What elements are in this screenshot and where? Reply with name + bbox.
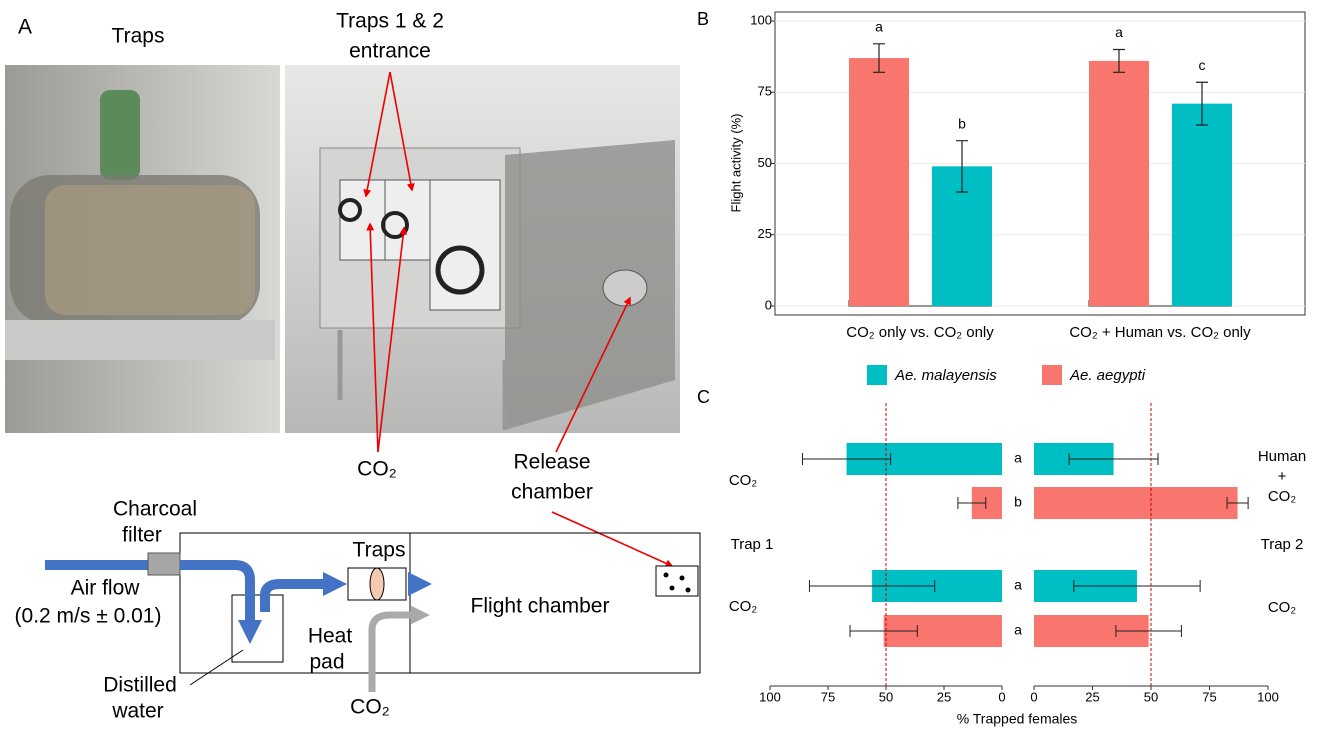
bar [1034, 487, 1238, 519]
error-bar [957, 497, 987, 509]
significance-letter: a [1115, 24, 1123, 40]
x-tick-label: 75 [821, 689, 835, 704]
legend-swatch [1042, 365, 1062, 385]
photo-label: Release [513, 451, 590, 474]
error-bar [1068, 453, 1159, 465]
x-axis-label: % Trapped females [957, 711, 1078, 727]
bar [1172, 103, 1232, 307]
panel-label: B [697, 9, 709, 29]
diagram-label: Heat [308, 625, 353, 648]
y-tick-label: 0 [765, 297, 772, 312]
diagram-label: Air flow [71, 577, 141, 600]
error-bar [808, 580, 936, 592]
significance-letter: a [875, 19, 883, 35]
legend-label: Ae. malayensis [894, 367, 997, 384]
photo-label: entrance [349, 40, 431, 63]
diagram-label: Flight chamber [471, 595, 610, 618]
trap-label: Trap 2 [1261, 536, 1304, 553]
error-bar [1073, 580, 1201, 592]
significance-letter: c [1199, 57, 1206, 73]
photo-label: chamber [511, 481, 593, 504]
error-bar [801, 453, 892, 465]
group-label: CO₂ [1268, 599, 1297, 616]
group-label: CO₂ [729, 598, 758, 615]
error-bar [1226, 497, 1249, 509]
group-label: + [1278, 468, 1287, 485]
legend-swatch [867, 365, 887, 385]
error-bar [1196, 81, 1208, 126]
photo-traps [5, 65, 280, 433]
x-tick-label: 50 [1144, 689, 1158, 704]
group-label: Human [1258, 448, 1306, 465]
x-tick-label: CO₂ only vs. CO₂ only [846, 324, 994, 341]
photo-label: Traps 1 & 2 [336, 10, 444, 33]
x-tick-label: CO₂ + Human vs. CO₂ only [1069, 324, 1251, 341]
y-axis-label: Flight activity (%) [728, 114, 743, 213]
error-bar [849, 625, 918, 637]
error-bar [956, 140, 968, 193]
y-tick-label: 75 [758, 84, 772, 99]
photo-chamber [285, 65, 680, 433]
panel-label: C [697, 387, 710, 407]
significance-letter: a [1014, 622, 1022, 638]
diagram-label: (0.2 m/s ± 0.01) [15, 605, 162, 628]
diagram-label: Charcoal [113, 498, 197, 521]
diagram-label: CO₂ [350, 696, 390, 719]
diagram-label: filter [122, 524, 162, 547]
trap-label: Trap 1 [731, 536, 774, 553]
x-tick-label: 25 [937, 689, 951, 704]
y-tick-label: 100 [750, 12, 772, 27]
bar [1089, 60, 1149, 307]
error-bar [1113, 48, 1125, 73]
x-tick-label: 25 [1085, 689, 1099, 704]
group-label: CO₂ [1268, 488, 1297, 505]
significance-letter: b [1014, 494, 1022, 510]
x-tick-label: 50 [879, 689, 893, 704]
y-tick-label: 50 [758, 155, 772, 170]
error-bar [873, 43, 885, 73]
significance-letter: a [1014, 450, 1022, 466]
diagram-label: Distilled [103, 674, 177, 697]
diagram-label: water [111, 700, 163, 723]
error-bar [1115, 625, 1182, 637]
panel-label: A [18, 16, 32, 39]
significance-letter: b [958, 115, 966, 131]
x-tick-label: 100 [759, 689, 781, 704]
photo-label: CO₂ [357, 458, 397, 481]
x-tick-label: 100 [1257, 689, 1279, 704]
diagram [45, 532, 701, 692]
y-tick-label: 25 [758, 226, 772, 241]
photo-arrows [363, 71, 674, 568]
x-tick-label: 0 [1030, 689, 1037, 704]
diagram-label: pad [309, 651, 344, 674]
bar [849, 58, 909, 306]
legend-label: Ae. aegypti [1069, 367, 1146, 384]
significance-letter: a [1014, 577, 1022, 593]
diagram-label: Traps [353, 539, 406, 562]
x-tick-label: 0 [998, 689, 1005, 704]
group-label: CO₂ [729, 472, 758, 489]
photo-label: Traps [112, 25, 165, 48]
x-tick-label: 75 [1202, 689, 1216, 704]
